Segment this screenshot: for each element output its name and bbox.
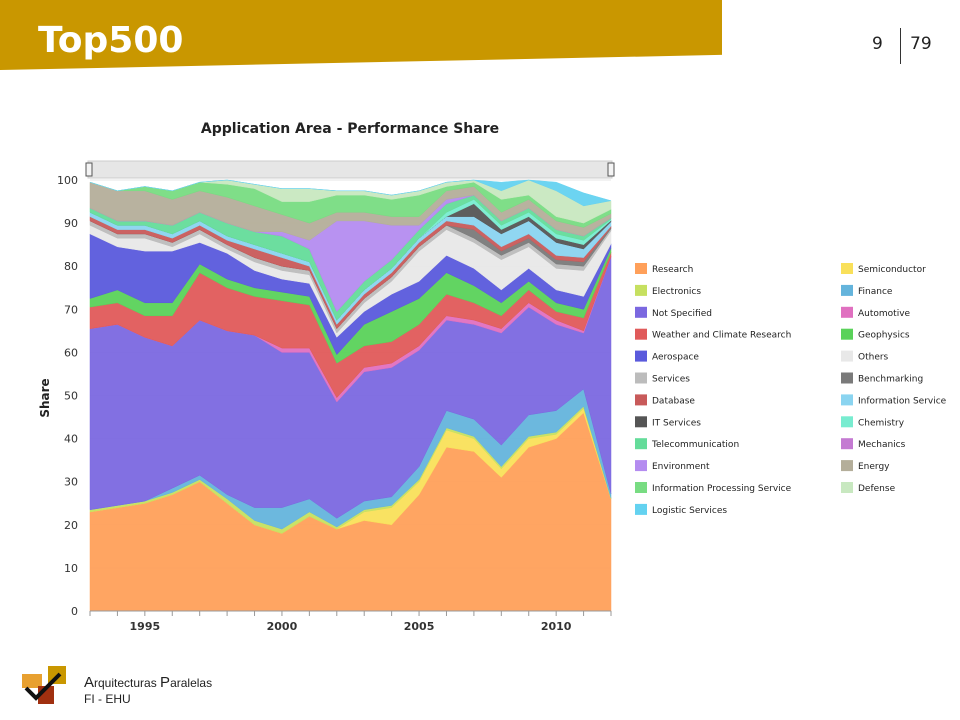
legend-label: Information Service: [858, 396, 947, 406]
legend-swatch: [635, 503, 647, 515]
legend-label: IT Services: [652, 418, 701, 428]
area-series-logistic-services[interactable]: [89, 179, 612, 207]
legend-swatch: [635, 438, 647, 450]
legend-item[interactable]: Energy: [841, 460, 890, 472]
legend-item[interactable]: Electronics: [635, 284, 701, 297]
legend-item[interactable]: Research: [635, 263, 693, 275]
legend-swatch: [841, 328, 853, 340]
legend-label: Geophysics: [858, 331, 910, 341]
y-tick-label: 10: [64, 562, 78, 575]
legend-item[interactable]: Automotive: [841, 306, 911, 319]
page-divider: [900, 28, 901, 64]
legend-item[interactable]: Aerospace: [635, 350, 699, 363]
legend-swatch: [841, 394, 853, 406]
legend-swatch: [635, 350, 647, 362]
y-tick-label: 90: [64, 217, 78, 230]
legend-item[interactable]: Weather and Climate Research: [635, 328, 791, 341]
legend-label: Others: [858, 353, 889, 363]
legend-label: Logistic Services: [652, 506, 727, 516]
legend-label: Aerospace: [652, 353, 699, 363]
legend-item[interactable]: Chemistry: [841, 416, 905, 428]
y-tick-label: 80: [64, 260, 78, 273]
legend-swatch: [841, 482, 853, 493]
legend-item[interactable]: Mechanics: [841, 438, 906, 450]
legend-item[interactable]: Finance: [841, 284, 893, 297]
legend-swatch: [635, 460, 647, 472]
legend-swatch: [841, 263, 853, 274]
header-band: [0, 0, 722, 78]
legend-label: Mechanics: [858, 440, 906, 450]
legend-label: Defense: [858, 484, 896, 494]
legend-item[interactable]: Environment: [635, 460, 710, 472]
legend-item[interactable]: Telecommunication: [635, 438, 739, 450]
range-handle-right[interactable]: [607, 162, 615, 177]
legend-item[interactable]: Benchmarking: [841, 372, 923, 385]
legend-item[interactable]: Geophysics: [841, 328, 910, 341]
y-tick-label: 0: [71, 605, 78, 618]
range-navigator[interactable]: [85, 160, 615, 179]
legend-item[interactable]: Others: [841, 350, 889, 363]
page-total: 79: [910, 34, 932, 54]
y-tick-label: 60: [64, 346, 78, 359]
legend-label: Finance: [858, 287, 893, 297]
y-tick-label: 30: [64, 476, 78, 489]
x-tick-label: 2005: [404, 620, 435, 633]
legend-swatch: [841, 306, 853, 318]
legend-label: Weather and Climate Research: [652, 331, 791, 341]
legend-label: Energy: [858, 462, 890, 472]
legend-swatch: [841, 350, 853, 362]
legend-label: Telecommunication: [651, 440, 739, 450]
university-logo: [20, 666, 70, 706]
page-current: 9: [872, 34, 883, 54]
chart-title: Application Area - Performance Share: [201, 121, 499, 137]
legend-label: Research: [652, 265, 693, 275]
y-axis-label: Share: [38, 378, 52, 417]
legend-item[interactable]: Not Specified: [635, 306, 712, 319]
legend-label: Semiconductor: [858, 265, 926, 275]
y-tick-label: 50: [64, 390, 78, 403]
slide-title: Top500: [38, 20, 184, 61]
legend-swatch: [635, 328, 647, 340]
legend-label: Benchmarking: [858, 375, 923, 385]
legend-label: Environment: [652, 462, 710, 472]
legend-label: Chemistry: [858, 418, 905, 428]
legend-swatch: [635, 306, 647, 318]
x-tick-label: 1995: [130, 620, 161, 633]
y-tick-label: 20: [64, 519, 78, 532]
legend-item[interactable]: IT Services: [635, 416, 701, 428]
legend-swatch: [635, 372, 647, 384]
legend-item[interactable]: Information Service: [841, 394, 947, 406]
legend-swatch: [841, 416, 853, 428]
legend-swatch: [635, 416, 647, 428]
y-tick-label: 100: [57, 174, 78, 187]
legend-label: Automotive: [858, 309, 911, 319]
legend-label: Not Specified: [652, 309, 712, 319]
legend-item[interactable]: Logistic Services: [635, 503, 727, 516]
legend-label: Database: [652, 396, 695, 406]
legend-swatch: [635, 394, 647, 406]
legend-swatch: [635, 284, 647, 296]
legend-label: Information Processing Service: [652, 484, 792, 494]
legend-swatch: [841, 284, 853, 296]
y-tick-label: 70: [64, 303, 78, 316]
legend-swatch: [635, 263, 647, 274]
x-tick-label: 2010: [541, 620, 572, 633]
legend-item[interactable]: Database: [635, 394, 695, 406]
legend-label: Electronics: [652, 287, 701, 297]
footer-faculty: FI - EHU: [84, 692, 131, 706]
legend-item[interactable]: Defense: [841, 482, 896, 494]
footer-course-name: Arquitecturas Paralelas: [84, 674, 213, 691]
y-tick-label: 40: [64, 433, 78, 446]
legend-item[interactable]: Semiconductor: [841, 263, 926, 275]
x-tick-label: 2000: [267, 620, 298, 633]
legend-item[interactable]: Information Processing Service: [635, 482, 792, 494]
range-handle-left[interactable]: [85, 162, 93, 177]
legend-swatch: [635, 482, 647, 493]
legend-label: Services: [652, 375, 690, 385]
legend-swatch: [841, 372, 853, 384]
legend-swatch: [841, 438, 853, 450]
legend-swatch: [841, 460, 853, 472]
legend-item[interactable]: Services: [635, 372, 690, 385]
